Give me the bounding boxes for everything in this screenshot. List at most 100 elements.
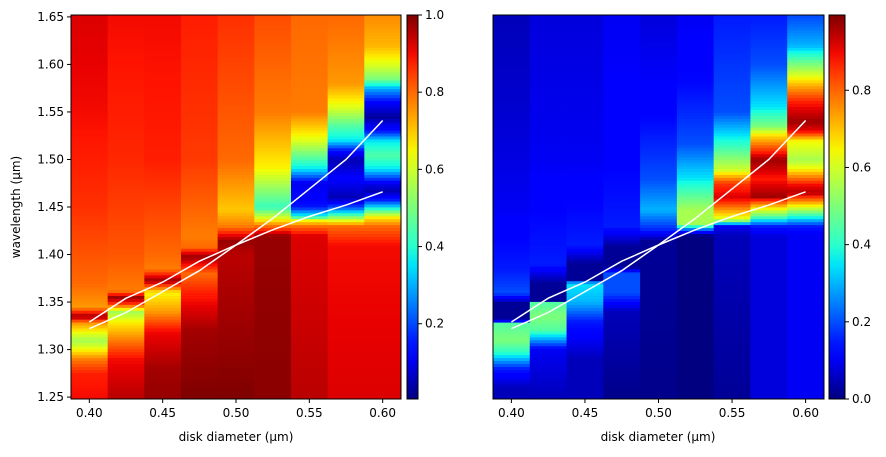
heatmap-cell [750, 139, 788, 143]
heatmap-cell [291, 298, 329, 302]
heatmap-cell [181, 230, 219, 234]
heatmap-cell [787, 44, 825, 48]
heatmap-cell [327, 20, 365, 25]
heatmap-cell [603, 115, 641, 119]
heatmap-cell [566, 236, 604, 240]
heatmap-cell [529, 192, 567, 196]
heatmap-cell [181, 162, 219, 167]
heatmap-cell [364, 334, 402, 338]
heatmap-cell [327, 50, 365, 54]
heatmap-cell [291, 248, 329, 252]
heatmap-cell [603, 283, 641, 288]
heatmap-cell [640, 274, 678, 279]
heatmap-cell [750, 38, 788, 42]
heatmap-cell [291, 390, 329, 394]
heatmap-cell [291, 393, 329, 397]
heatmap-cell [144, 171, 182, 175]
heatmap-cell [713, 295, 751, 299]
heatmap-cell [713, 130, 751, 134]
heatmap-cell [493, 295, 531, 299]
heatmap-cell [107, 345, 145, 350]
heatmap-cell [364, 310, 402, 314]
heatmap-cell [750, 393, 788, 397]
heatmap-cell [713, 334, 751, 338]
heatmap-cell [181, 283, 219, 288]
heatmap-cell [291, 280, 329, 285]
heatmap-cell [144, 47, 182, 51]
heatmap-cell [603, 292, 641, 297]
heatmap-cell [217, 260, 255, 264]
heatmap-cell [640, 201, 678, 205]
heatmap-cell [529, 316, 567, 320]
heatmap-cell [71, 310, 109, 314]
heatmap-cell [750, 177, 788, 181]
heatmap-cell [713, 142, 751, 146]
heatmap-cell [566, 88, 604, 93]
heatmap-cell [750, 62, 788, 66]
heatmap-cell [107, 121, 145, 125]
heatmap-cell [217, 366, 255, 370]
heatmap-cell [676, 283, 715, 288]
heatmap-cell [566, 115, 604, 119]
heatmap-cell [676, 106, 715, 110]
heatmap-cell [787, 94, 825, 99]
heatmap-cell [144, 124, 182, 128]
heatmap-cell [181, 79, 219, 84]
heatmap-cell [640, 325, 678, 329]
heatmap-cell [603, 248, 641, 252]
heatmap-cell [254, 248, 292, 252]
heatmap-cell [364, 183, 402, 187]
heatmap-cell [181, 280, 219, 285]
heatmap-cell [640, 310, 678, 314]
heatmap-cell [676, 224, 715, 229]
heatmap-cell [750, 77, 788, 81]
heatmap-cell [750, 251, 788, 255]
heatmap-cell [493, 79, 531, 84]
heatmap-cell [107, 233, 145, 237]
heatmap-cell [107, 307, 145, 311]
heatmap-cell [327, 369, 365, 373]
heatmap-cell [750, 245, 788, 249]
heatmap-cell [364, 218, 402, 223]
heatmap-cell [107, 97, 145, 102]
heatmap-cell [713, 85, 751, 90]
heatmap-cell [566, 207, 604, 211]
heatmap-cell [71, 331, 109, 335]
heatmap-cell [566, 325, 604, 329]
heatmap-cell [327, 121, 365, 125]
heatmap-cell [217, 381, 255, 385]
heatmap-cell [107, 50, 145, 54]
heatmap-cell [603, 144, 641, 149]
heatmap-cell [71, 369, 109, 373]
heatmap-cell [144, 221, 182, 226]
heatmap-cell [750, 159, 788, 164]
heatmap-cell [640, 71, 678, 75]
heatmap-cell [107, 201, 145, 205]
heatmap-cell [107, 150, 145, 155]
heatmap-cell [254, 316, 292, 320]
heatmap-cell [493, 35, 531, 40]
heatmap-cell [327, 254, 365, 258]
heatmap-cell [217, 239, 255, 243]
heatmap-cell [364, 91, 402, 96]
heatmap-cell [750, 195, 788, 199]
heatmap-cell [254, 77, 292, 81]
heatmap-cell [603, 153, 641, 158]
heatmap-cell [787, 100, 825, 105]
heatmap-cell [529, 378, 567, 382]
heatmap-cell [750, 147, 788, 152]
heatmap-cell [71, 112, 109, 116]
heatmap-cell [603, 174, 641, 178]
heatmap-cell [254, 322, 292, 326]
heatmap-cell [181, 50, 219, 54]
heatmap-cell [787, 156, 825, 161]
heatmap-cell [640, 79, 678, 84]
heatmap-cell [529, 91, 567, 96]
heatmap-cell [640, 174, 678, 178]
heatmap-cell [529, 342, 567, 347]
heatmap-cell [713, 292, 751, 297]
heatmap-cell [71, 165, 109, 169]
heatmap-cell [291, 239, 329, 243]
heatmap-cell [107, 59, 145, 63]
heatmap-cell [713, 106, 751, 110]
